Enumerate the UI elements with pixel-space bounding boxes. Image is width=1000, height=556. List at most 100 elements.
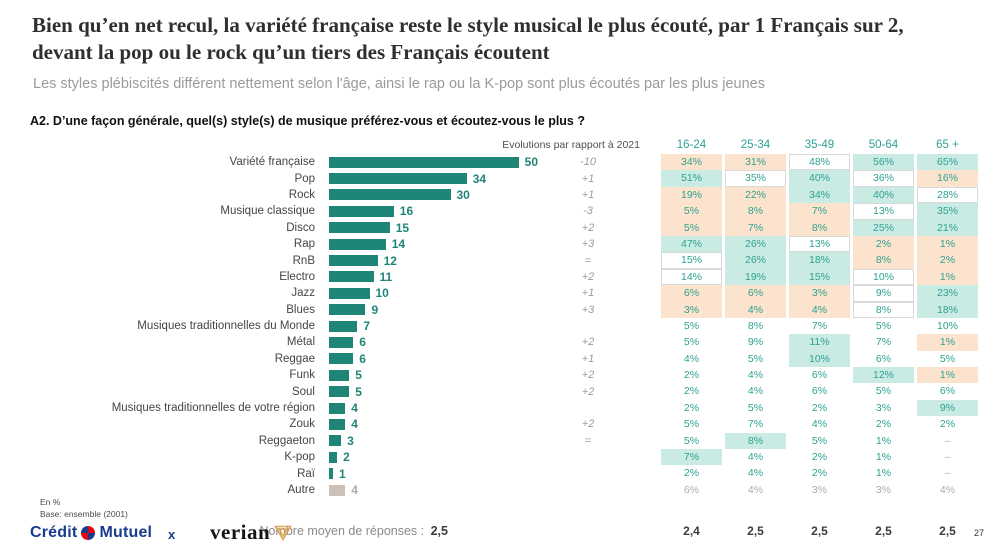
table-cell: 8% xyxy=(725,432,786,450)
table-cell: 4% xyxy=(811,418,828,431)
chart-row: Musiques traditionnelles de votre région… xyxy=(0,399,1000,417)
age-cells: 6% 6% 3% 9% 23% xyxy=(661,285,981,302)
table-cell: 48% xyxy=(789,154,850,171)
bar-cell: 5 xyxy=(323,368,538,382)
age-cells: 19% 22% 34% 40% 28% xyxy=(661,186,981,204)
table-cell: 2% xyxy=(683,385,700,398)
bar xyxy=(329,238,386,250)
bar-cell: 4 xyxy=(323,417,538,431)
age-cells: 6% 4% 3% 3% 4% xyxy=(661,482,981,498)
chart-row: Autre 4 6% 4% 3% 3% 4% xyxy=(0,482,1000,498)
evolution-value: +2 xyxy=(581,385,595,398)
table-cell: 47% xyxy=(661,235,722,253)
table-cell: 4% xyxy=(747,467,764,480)
age-cells: 14% 19% 15% 10% 1% xyxy=(661,268,981,286)
bar-cell: 9 xyxy=(323,303,538,317)
table-cell: 1% xyxy=(917,268,978,286)
table-cell: 19% xyxy=(661,186,722,204)
table-cell: 18% xyxy=(917,301,978,318)
age-means: 2,4 2,5 2,5 2,5 2,5 xyxy=(661,524,981,538)
category-label: Musique classique xyxy=(220,205,315,218)
table-cell: 2% xyxy=(811,451,828,464)
category-label: Raï xyxy=(297,467,315,480)
age-mean-value: 2,5 xyxy=(747,524,764,539)
table-cell: 13% xyxy=(789,235,850,253)
table-cell: 5% xyxy=(747,352,764,365)
table-cell: 35% xyxy=(725,170,786,187)
bar-value: 4 xyxy=(351,401,358,416)
table-cell: 51% xyxy=(661,170,722,187)
bar-cell: 4 xyxy=(323,483,538,497)
age-cells: 5% 7% 4% 2% 2% xyxy=(661,416,981,432)
category-label: Funk xyxy=(289,369,315,382)
verian-wordmark: verian xyxy=(210,520,271,544)
table-cell: 1% xyxy=(917,235,978,253)
title-line-1: Bien qu’en net recul, la variété françai… xyxy=(32,13,904,37)
age-header: 25-34 xyxy=(740,139,771,151)
evolution-value: = xyxy=(584,254,592,267)
table-cell: 1% xyxy=(875,451,892,464)
chart-row: Blues 9 +3 3% 4% 4% 8% 18% xyxy=(0,301,1000,318)
table-cell: 1% xyxy=(875,467,892,480)
table-cell: 36% xyxy=(853,170,914,187)
table-cell: 34% xyxy=(789,186,850,204)
table-cell: 3% xyxy=(811,483,828,496)
table-cell: 6% xyxy=(939,385,956,398)
bar-value: 3 xyxy=(347,433,354,448)
table-cell: 2% xyxy=(811,401,828,414)
category-label: Reggae xyxy=(274,352,315,365)
evolution-value: +1 xyxy=(581,287,595,300)
table-cell: 9% xyxy=(853,285,914,302)
age-cells: 2% 4% 6% 5% 6% xyxy=(661,383,981,399)
chart-row: Variété française 50 -10 34% 31% 48% 56% 65% xyxy=(0,154,1000,171)
table-cell: 5% xyxy=(875,385,892,398)
bar xyxy=(329,287,370,299)
footnote-base: Base: ensemble (2001) xyxy=(40,509,128,520)
bar-value: 34 xyxy=(472,171,487,186)
bar-cell: 1 xyxy=(323,467,538,481)
table-cell: – xyxy=(944,451,951,464)
table-cell: 3% xyxy=(661,301,722,318)
table-cell: 2% xyxy=(811,467,828,480)
chart-row: RnB 12 = 15% 26% 18% 8% 2% xyxy=(0,252,1000,269)
table-cell: 11% xyxy=(789,334,850,351)
table-cell: 4% xyxy=(747,451,764,464)
means-value: 2,5 xyxy=(430,524,448,539)
table-cell: 16% xyxy=(917,170,978,187)
table-cell: 1% xyxy=(917,334,978,351)
age-mean-value: 2,5 xyxy=(939,524,956,539)
means-label: Nombre moyen de réponses : xyxy=(259,524,425,539)
bar-cell: 50 xyxy=(323,155,538,169)
chart-row: Jazz 10 +1 6% 6% 3% 9% 23% xyxy=(0,285,1000,302)
evolution-value: +2 xyxy=(581,336,595,349)
bar-value: 4 xyxy=(351,417,358,432)
table-cell: 7% xyxy=(725,219,786,236)
chart-row: Reggae 6 +1 4% 5% 10% 6% 5% xyxy=(0,350,1000,368)
table-cell: 5% xyxy=(683,418,700,431)
bar-value: 16 xyxy=(399,204,414,219)
age-header: 35-49 xyxy=(804,139,835,151)
category-label: Electro xyxy=(279,270,315,283)
category-label: Rock xyxy=(288,188,315,201)
bar xyxy=(329,222,390,234)
evolution-value: +1 xyxy=(581,188,595,201)
table-cell: 10% xyxy=(853,268,914,286)
age-cells: 51% 35% 40% 36% 16% xyxy=(661,170,981,187)
chart-row: Electro 11 +2 14% 19% 15% 10% 1% xyxy=(0,268,1000,286)
bar-value: 7 xyxy=(363,319,371,334)
age-cells: 7% 4% 2% 1% – xyxy=(661,449,981,466)
bar-value: 12 xyxy=(383,253,397,268)
age-cells: 15% 26% 18% 8% 2% xyxy=(661,252,981,269)
bar-value: 6 xyxy=(359,335,366,350)
table-cell: 31% xyxy=(725,154,786,171)
evolution-value: +3 xyxy=(581,238,595,251)
table-cell: 18% xyxy=(789,252,850,269)
table-cell: 6% xyxy=(661,285,722,302)
table-cell: 3% xyxy=(789,285,850,302)
table-cell: 2% xyxy=(917,252,978,269)
category-label: RnB xyxy=(292,254,315,267)
evolution-value: +3 xyxy=(581,303,595,316)
bar-value: 11 xyxy=(379,269,393,284)
bar-value: 5 xyxy=(355,384,362,399)
